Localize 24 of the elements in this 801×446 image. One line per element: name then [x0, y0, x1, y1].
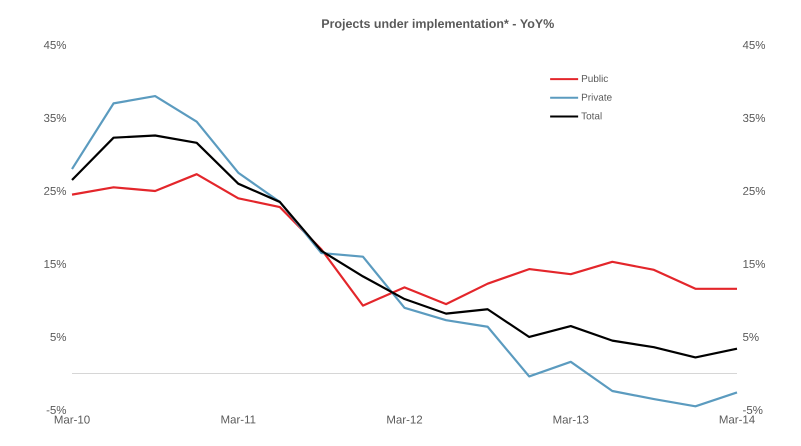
- y-tick-label: 15%: [44, 260, 66, 268]
- y2-tick-label: 45%: [742, 40, 766, 50]
- chart-title: Projects under implementation* - YoY%: [322, 18, 554, 31]
- line-series: [70, 134, 738, 359]
- y-tick-label: 5%: [50, 332, 66, 342]
- x-tick-label: Mar-14: [720, 416, 755, 424]
- y2-tick-label: 35%: [742, 114, 766, 122]
- legend-label: Public: [582, 74, 608, 82]
- line-series: [70, 94, 738, 408]
- line-series: [70, 173, 738, 307]
- y2-tick-label: -5%: [743, 406, 763, 414]
- y2-tick-label: 25%: [743, 186, 766, 196]
- x-tick-label: Mar-10: [54, 416, 90, 424]
- legend-label: Total: [581, 112, 602, 120]
- x-tick-label: Mar-13: [554, 416, 588, 424]
- x-tick-label: Mar-11: [221, 416, 256, 424]
- y-tick-label: -5%: [46, 406, 66, 414]
- y-tick-label: 35%: [44, 114, 66, 122]
- y-tick-label: 45%: [44, 40, 66, 50]
- y2-tick-label: 5%: [742, 332, 759, 342]
- y2-tick-label: 15%: [743, 260, 766, 268]
- legend-label: Private: [582, 93, 612, 101]
- y-tick-label: 25%: [44, 186, 66, 196]
- x-tick-label: Mar-12: [387, 416, 422, 424]
